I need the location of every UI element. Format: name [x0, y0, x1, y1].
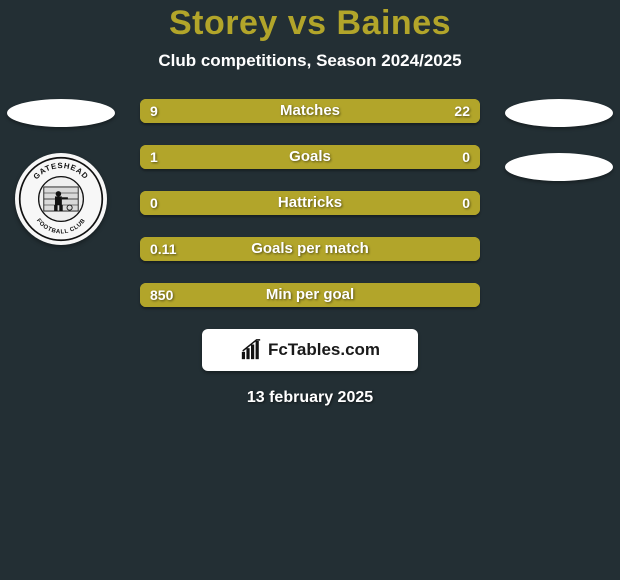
stat-label: Matches: [140, 99, 480, 123]
stat-row: 00Hattricks: [140, 191, 480, 215]
page-title: Storey vs Baines: [0, 4, 620, 43]
club-crest-left: GATESHEAD FOOTBALL CLUB: [15, 153, 107, 245]
stat-label: Goals: [140, 145, 480, 169]
source-logo: FcTables.com: [202, 329, 418, 371]
date-text: 13 february 2025: [0, 389, 620, 407]
right-player-column: [504, 99, 614, 181]
comparison-card: Storey vs Baines Club competitions, Seas…: [0, 0, 620, 580]
source-logo-text: FcTables.com: [268, 340, 380, 360]
stat-label: Min per goal: [140, 283, 480, 307]
stat-row: 0.11Goals per match: [140, 237, 480, 261]
stat-bars: 922Matches 10Goals 00Hattricks 0.11Goals pe…: [140, 99, 480, 307]
stat-row: 850Min per goal: [140, 283, 480, 307]
stat-label: Hattricks: [140, 191, 480, 215]
crest-icon: GATESHEAD FOOTBALL CLUB: [18, 156, 104, 242]
chart-icon: [240, 339, 262, 361]
stat-row: 922Matches: [140, 99, 480, 123]
subtitle: Club competitions, Season 2024/2025: [0, 51, 620, 71]
player-photo-placeholder-left: [7, 99, 115, 127]
content-area: GATESHEAD FOOTBALL CLUB: [0, 99, 620, 407]
player-photo-placeholder-right-2: [505, 153, 613, 181]
player-photo-placeholder-right-1: [505, 99, 613, 127]
stat-row: 10Goals: [140, 145, 480, 169]
left-player-column: GATESHEAD FOOTBALL CLUB: [6, 99, 116, 245]
stat-label: Goals per match: [140, 237, 480, 261]
